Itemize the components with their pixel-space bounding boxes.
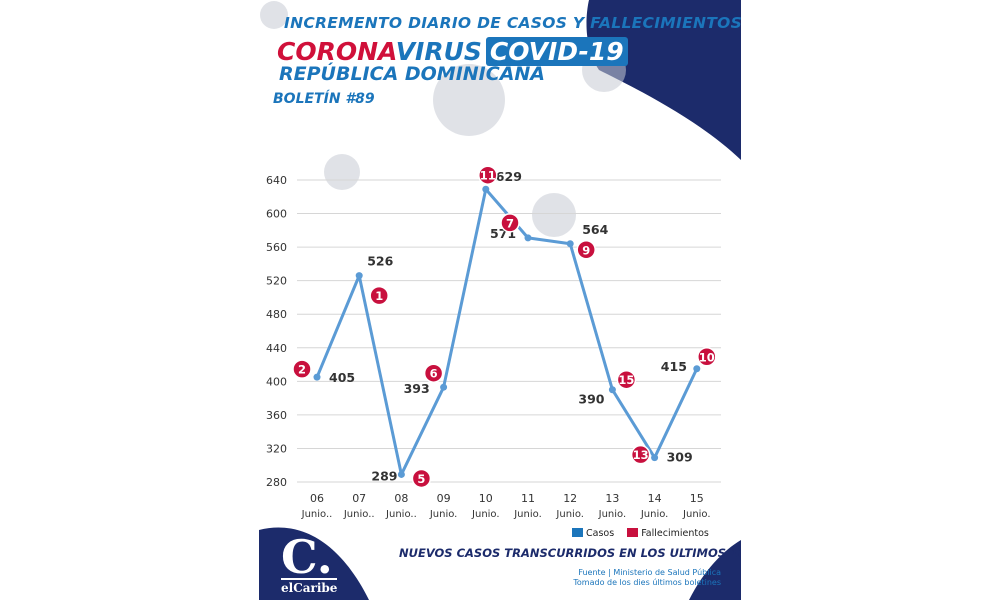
fallecimientos-data-label: 11 (480, 169, 496, 183)
line-chart: 280 320 360 400 440 480 520 560 600 640 06 Junio.. 0… (266, 165, 721, 520)
casos-data-label: 289 (371, 468, 397, 483)
casos-point (440, 383, 448, 391)
x-tick-label: Junio.. (343, 509, 375, 520)
x-tick-label: 09 (437, 492, 451, 505)
fallecimientos-badge (500, 213, 520, 233)
casos-point (397, 470, 405, 478)
fallecimientos-data-label: 9 (582, 243, 590, 257)
legend: Casos Fallecimientos (572, 528, 719, 539)
chart-title: INCREMENTO DIARIO DE CASOS Y FALLECIMIEN… (284, 14, 741, 32)
fallecimientos-data-label: 1 (375, 289, 383, 303)
legend-fallecimientos-swatch (627, 528, 639, 537)
x-tick-label: 11 (521, 492, 535, 505)
fallecimientos-badge (411, 468, 432, 489)
casos-data-label: 564 (582, 222, 608, 237)
x-tick-label: Junio. (555, 509, 584, 520)
fallecimientos-data-label: 15 (618, 373, 634, 387)
x-tick-label: Junio. (682, 509, 711, 520)
bulletin-number: BOLETÍN #89 (273, 91, 375, 107)
fallecimientos-badge (697, 347, 717, 367)
y-tick-label: 280 (266, 476, 287, 489)
casos-data-label: 405 (329, 370, 355, 385)
x-tick-label: 10 (479, 492, 493, 505)
country-title: REPÚBLICA DOMINICANA (279, 63, 546, 85)
source-note: Fuente | Ministerio de Salud Pública Tom… (573, 568, 721, 588)
fallecimientos-badge (292, 359, 312, 379)
casos-data-label: 526 (367, 254, 393, 269)
casos-point (482, 185, 490, 193)
fallecimientos-data-label: 5 (417, 472, 425, 486)
x-tick-label: Junio.. (301, 509, 333, 520)
virus-title: CORONAVIRUS COVID-19 (277, 37, 628, 67)
fallecimientos-badge (630, 444, 651, 465)
fallecimientos-badge (423, 363, 444, 383)
y-tick-label: 360 (266, 409, 287, 422)
y-tick-label: 640 (266, 174, 287, 187)
legend-fallecimientos: Fallecimientos (627, 528, 709, 539)
y-tick-label: 600 (266, 208, 287, 221)
x-tick-label: Junio. (513, 509, 542, 520)
covid-badge: COVID-19 (485, 37, 628, 66)
x-tick-label: Junio. (429, 509, 458, 520)
source-line-1: Fuente | Ministerio de Salud Pública (578, 568, 721, 577)
fallecimientos-badge (576, 240, 596, 260)
x-tick-label: Junio. (640, 509, 669, 520)
logo-mark: C. (281, 530, 333, 584)
casos-point (651, 454, 659, 462)
legend-casos-label: Casos (586, 528, 615, 539)
y-tick-label: 480 (266, 308, 287, 321)
source-line-2: Tomado de los dies últimos boletines (573, 578, 721, 587)
y-tick-label: 440 (266, 342, 287, 355)
y-tick-label: 320 (266, 442, 287, 455)
fallecimientos-data-label: 6 (430, 367, 438, 381)
legend-casos: Casos (572, 528, 614, 539)
casos-point (566, 240, 574, 248)
legend-casos-swatch (572, 528, 583, 537)
casos-point (355, 272, 363, 280)
x-tick-label: 07 (352, 492, 366, 505)
x-tick-label: 13 (605, 492, 619, 505)
fallecimientos-data-label: 10 (699, 350, 715, 364)
x-tick-label: 12 (563, 492, 577, 505)
fallecimientos-badge (478, 165, 498, 185)
infographic-poster: INCREMENTO DIARIO DE CASOS Y FALLECIMIEN… (259, 0, 741, 600)
casos-data-label: 390 (578, 392, 604, 407)
casos-point (608, 386, 616, 394)
x-tick-label: 15 (690, 492, 704, 505)
x-tick-label: 08 (394, 492, 408, 505)
x-tick-label: 06 (310, 492, 324, 505)
fallecimientos-data-label: 2 (298, 363, 306, 377)
x-tick-label: 14 (648, 492, 662, 505)
x-tick-label: Junio.. (385, 509, 417, 520)
footer-headline: NUEVOS CASOS TRANSCURRIDOS EN LOS ULTIMO… (399, 546, 741, 560)
casos-point (313, 373, 321, 381)
virus-word: VIRUS (395, 37, 482, 66)
fallecimientos-data-label: 7 (506, 216, 514, 230)
fallecimientos-badge (616, 369, 637, 390)
casos-data-label: 393 (404, 381, 430, 396)
y-tick-label: 400 (266, 375, 287, 388)
casos-data-label: 415 (661, 359, 687, 374)
casos-data-label: 629 (496, 169, 522, 184)
fallecimientos-badge (369, 285, 389, 306)
x-tick-label: Junio. (598, 509, 627, 520)
corona-word: CORONA (277, 37, 396, 66)
casos-point (693, 365, 701, 373)
logo-name: elCaribe (281, 578, 338, 595)
casos-data-label: 309 (667, 450, 693, 465)
y-tick-label: 520 (266, 275, 287, 288)
casos-line (315, 187, 699, 476)
casos-point (524, 234, 532, 242)
fallecimientos-data-label: 13 (633, 448, 649, 462)
y-tick-label: 560 (266, 241, 287, 254)
x-tick-label: Junio. (471, 509, 500, 520)
legend-fallecimientos-label: Fallecimientos (641, 528, 709, 539)
